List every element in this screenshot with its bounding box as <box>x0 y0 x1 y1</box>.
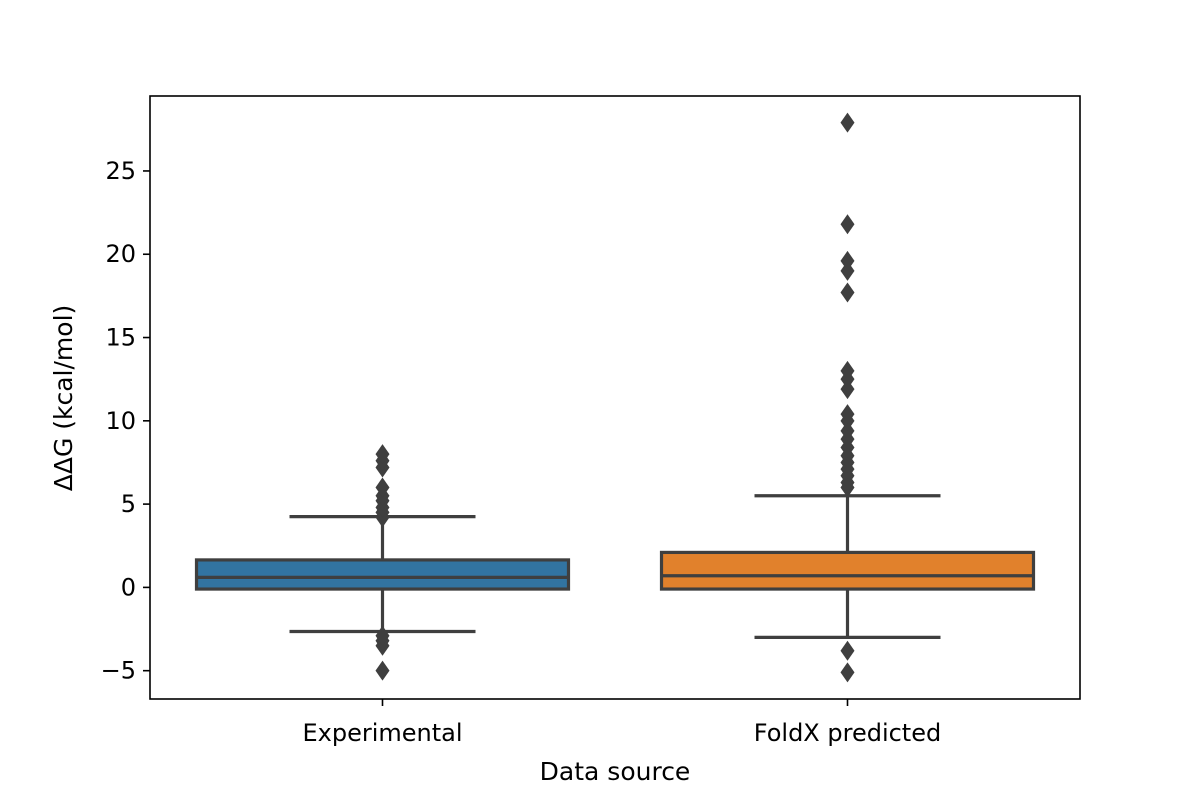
outlier-point <box>375 444 390 465</box>
outlier-point <box>375 625 390 646</box>
box-iqr <box>194 558 571 591</box>
x-tick-label: Experimental <box>302 719 462 747</box>
outlier-point <box>840 662 855 683</box>
box-group-foldx-predicted <box>659 112 1036 683</box>
outlier-point <box>375 477 390 498</box>
box-iqr <box>659 550 1036 591</box>
outlier-point <box>840 250 855 271</box>
y-tick-label: 25 <box>105 157 136 185</box>
y-tick-label: −5 <box>101 657 136 685</box>
boxes-layer <box>194 112 1036 683</box>
box-group-experimental <box>194 444 571 681</box>
outlier-point <box>840 112 855 133</box>
y-tick-label: 15 <box>105 324 136 352</box>
y-tick-label: 5 <box>121 490 136 518</box>
outlier-point <box>375 660 390 681</box>
plot-area-frame <box>149 95 1081 700</box>
y-axis: −5 0 5 10 15 20 25 <box>101 157 150 685</box>
outlier-point <box>840 360 855 381</box>
y-tick-label: 0 <box>121 573 136 601</box>
outlier-point <box>840 282 855 303</box>
outlier-point <box>840 214 855 235</box>
y-tick-label: 10 <box>105 407 136 435</box>
x-axis: Experimental FoldX predicted <box>302 699 941 747</box>
outlier-point <box>840 404 855 425</box>
y-axis-label: ΔΔG (kcal/mol) <box>49 305 78 492</box>
x-axis-label: Data source <box>540 757 691 786</box>
y-tick-label: 20 <box>105 240 136 268</box>
outlier-point <box>840 640 855 661</box>
x-tick-label: FoldX predicted <box>754 719 941 747</box>
